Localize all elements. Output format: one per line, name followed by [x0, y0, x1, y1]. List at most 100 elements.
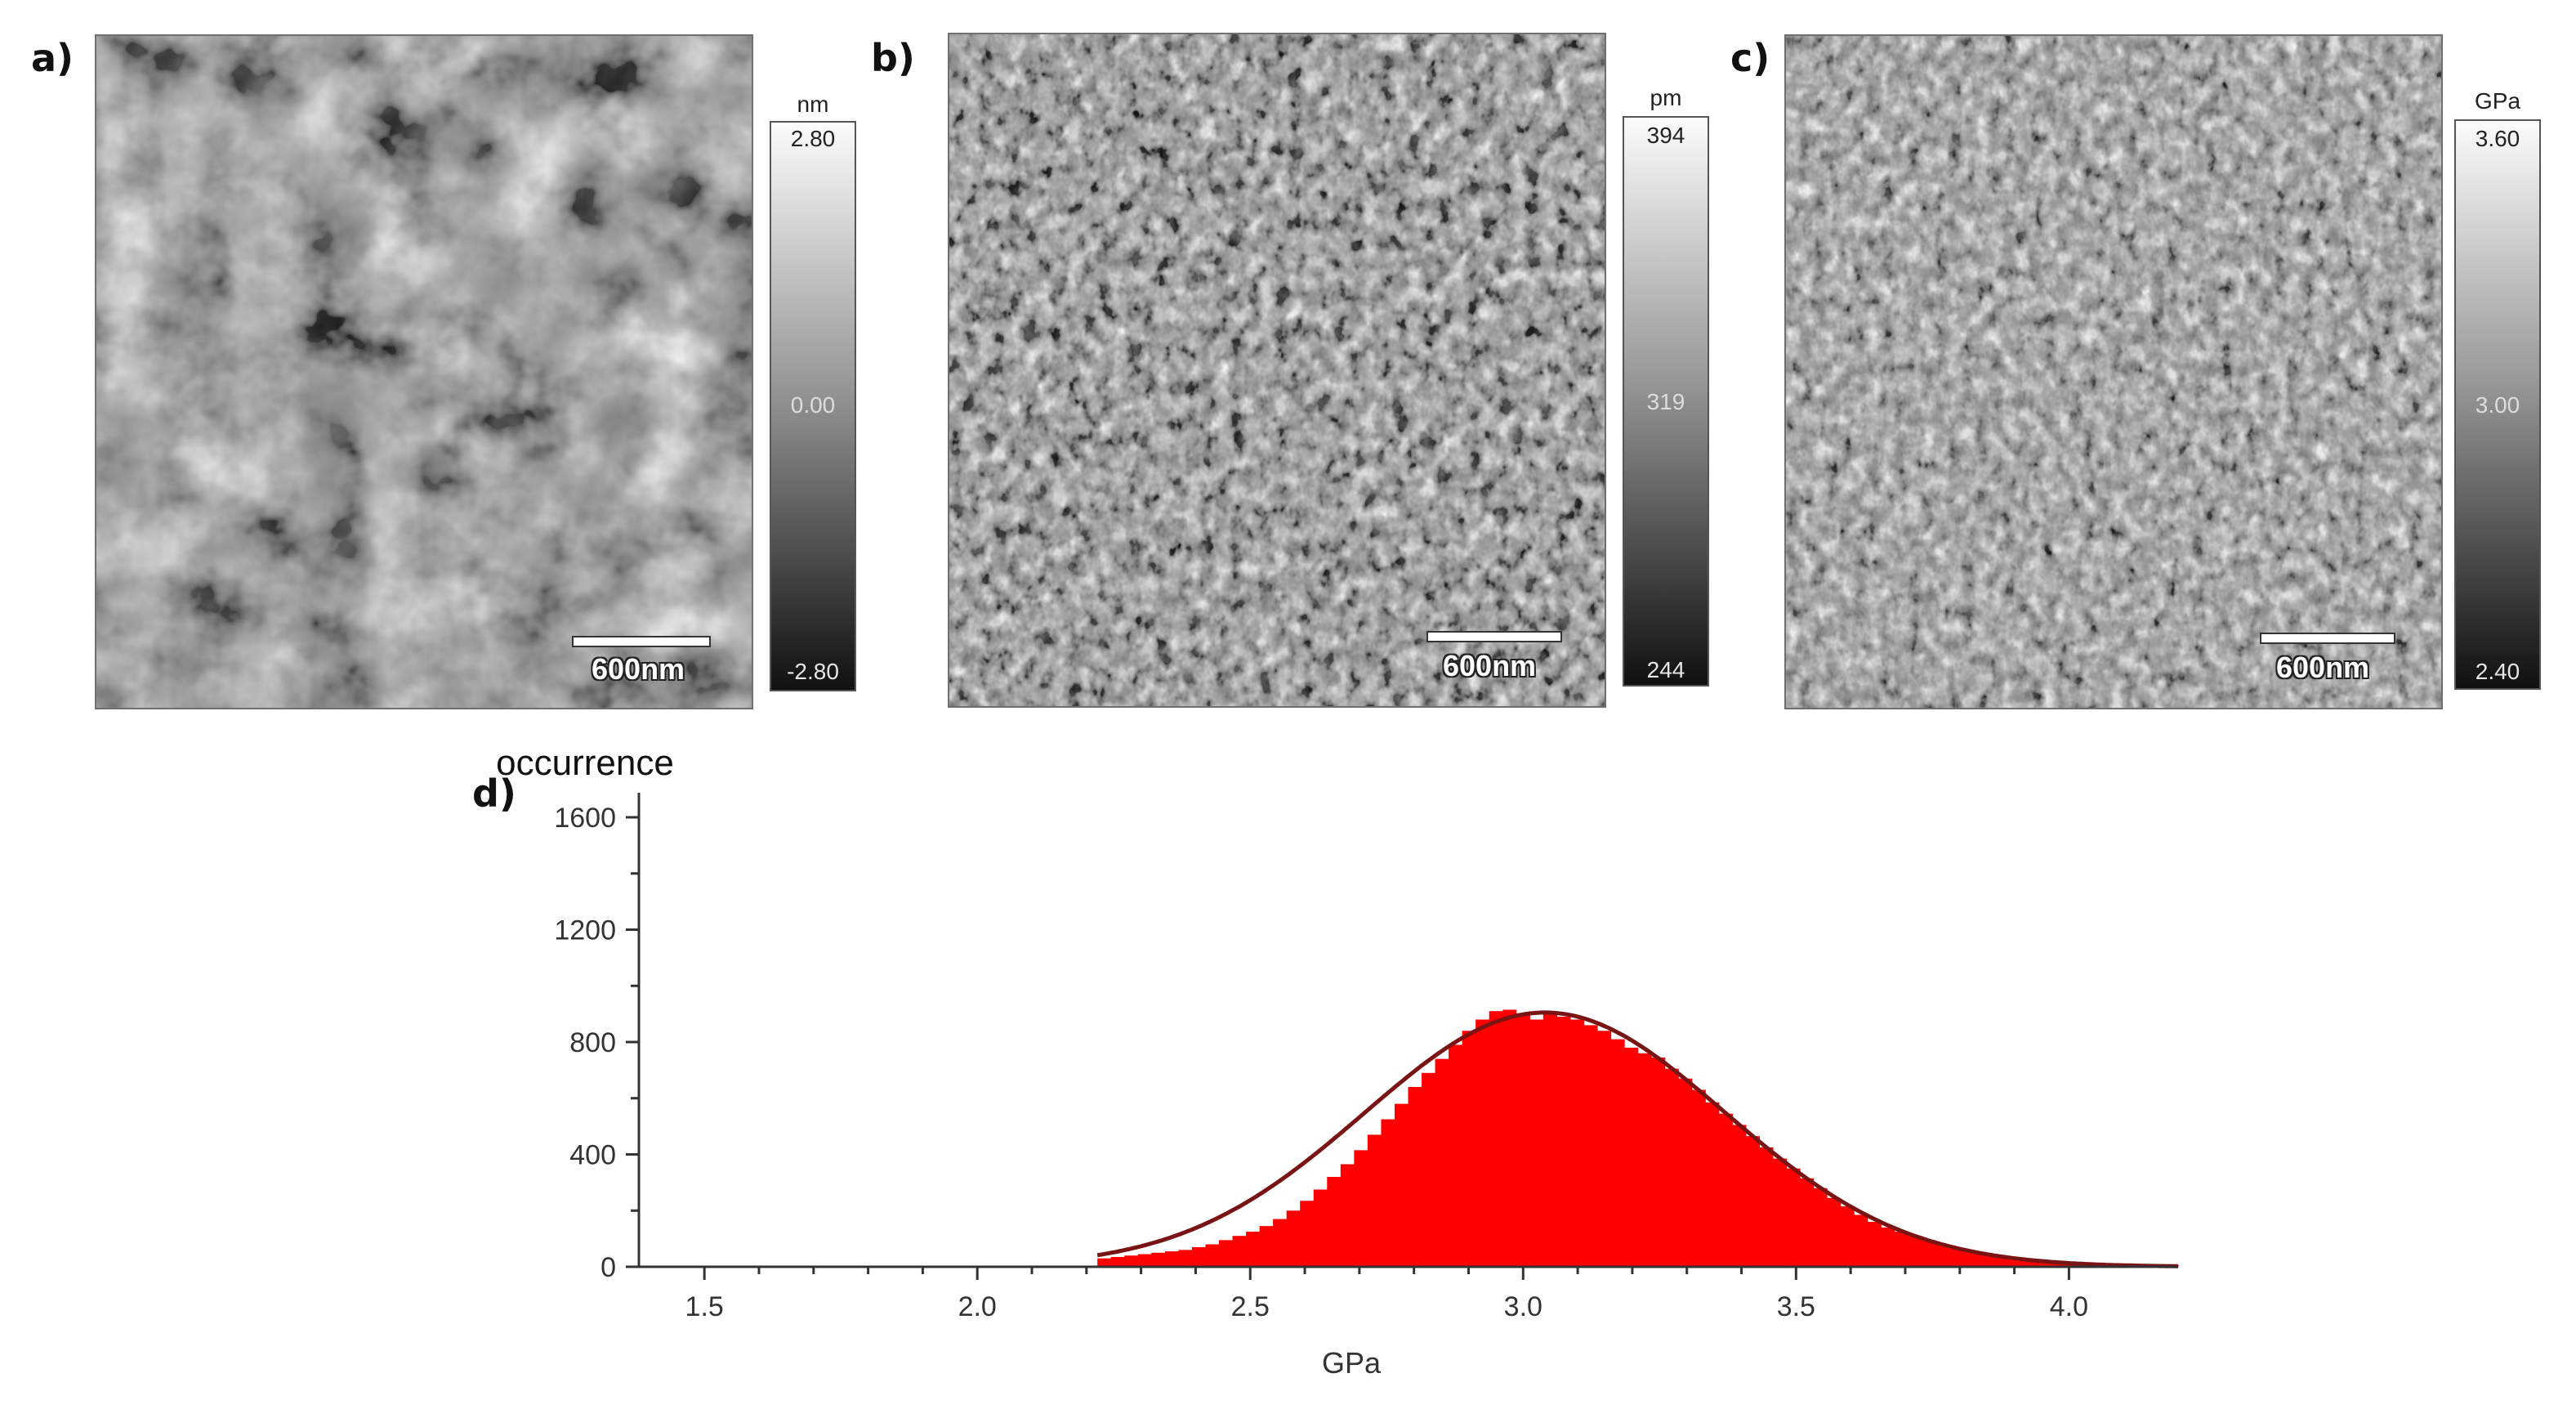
- histogram-bar: [1908, 1236, 1922, 1267]
- histogram-bar: [1664, 1068, 1679, 1267]
- colorbar-mid: 319: [1646, 389, 1685, 414]
- histogram-bar: [1354, 1150, 1368, 1267]
- histogram-bar: [1800, 1178, 1815, 1267]
- histogram-bar: [1651, 1057, 1666, 1267]
- histogram-bar: [1583, 1025, 1598, 1267]
- histogram-bar: [1408, 1087, 1422, 1267]
- histogram-bar: [1394, 1103, 1409, 1267]
- panel-label-c: c): [1730, 36, 1770, 80]
- histogram-bar: [1110, 1256, 1125, 1267]
- histogram-bar: [1867, 1222, 1882, 1267]
- gaussian-fit-curve: [1096, 1010, 2179, 1268]
- colorbar-mid: 0.00: [790, 392, 836, 418]
- histogram-bar: [1449, 1044, 1463, 1267]
- histogram-bar: [1151, 1252, 1166, 1267]
- histogram-bar: [1813, 1188, 1828, 1267]
- histogram-bar: [1137, 1254, 1152, 1267]
- histogram-bar: [1340, 1164, 1355, 1267]
- histogram-bar: [1476, 1019, 1490, 1267]
- y-tick-label: 1600: [554, 803, 616, 834]
- colorbar-unit: GPa: [2474, 88, 2521, 114]
- histogram-bar: [1556, 1017, 1571, 1267]
- scale-bar: [2260, 633, 2395, 644]
- histogram-bar: [1422, 1072, 1436, 1267]
- histogram-bar: [1097, 1258, 1112, 1267]
- histogram-bar: [1178, 1250, 1193, 1267]
- histogram-bar: [1705, 1102, 1720, 1267]
- histogram-bar: [1502, 1009, 1517, 1267]
- histogram-bar: [1124, 1255, 1139, 1267]
- scale-bar-label: 600nm: [1443, 649, 1537, 682]
- histogram-bar: [1219, 1240, 1234, 1267]
- histogram-bar: [1367, 1134, 1382, 1267]
- histogram-bar: [1732, 1125, 1747, 1267]
- panel-label-a: a): [31, 36, 74, 80]
- colorbar-mid: 3.00: [2475, 392, 2520, 418]
- histogram-bar: [1935, 1244, 1949, 1267]
- scale-bar-label: 600nm: [2276, 651, 2370, 684]
- histogram-bar: [1259, 1226, 1274, 1267]
- y-tick-label: 0: [600, 1252, 616, 1283]
- afm-amplitude-image: [948, 33, 1606, 708]
- x-tick-label: 3.0: [1504, 1291, 1542, 1322]
- histogram-bar: [1164, 1251, 1180, 1267]
- histogram-bar: [1637, 1053, 1652, 1267]
- scale-bar: [572, 636, 711, 647]
- modulus-colorbar: [2454, 119, 2541, 690]
- y-tick-label: 400: [569, 1140, 616, 1171]
- histogram-bar: [1624, 1047, 1639, 1267]
- histogram-bar: [1718, 1113, 1733, 1267]
- histogram-bar: [1610, 1039, 1625, 1267]
- histogram-bar: [1840, 1206, 1855, 1267]
- colorbar-min: 2.40: [2475, 659, 2520, 684]
- colorbar-min: -2.80: [787, 659, 839, 684]
- histogram-bar: [1569, 1019, 1585, 1267]
- histogram-bar: [2029, 1260, 2044, 1267]
- histogram-bar: [1962, 1251, 1976, 1267]
- histogram-bar: [1286, 1210, 1301, 1267]
- x-tick-label: 4.0: [2050, 1291, 2088, 1322]
- histogram-bar: [1786, 1168, 1801, 1267]
- histogram-bar: [1759, 1147, 1774, 1267]
- panel-label-d: d): [472, 772, 516, 816]
- scale-bar-label: 600nm: [592, 652, 685, 686]
- histogram-bar: [1529, 1019, 1544, 1267]
- histogram-bar: [1489, 1011, 1503, 1267]
- histogram-bar: [1975, 1254, 1990, 1267]
- x-tick-label: 2.0: [958, 1291, 997, 1322]
- scale-bar: [1426, 631, 1562, 642]
- y-tick-label: 800: [569, 1027, 616, 1058]
- histogram-bar: [1772, 1158, 1788, 1267]
- colorbar-unit: nm: [797, 92, 829, 117]
- afm-topography-image: [95, 34, 753, 709]
- amplitude-colorbar: [1623, 116, 1709, 687]
- colorbar-min: 244: [1646, 657, 1685, 682]
- x-tick-label: 2.5: [1231, 1291, 1270, 1322]
- histogram-bar: [1948, 1248, 1963, 1267]
- colorbar-max: 394: [1646, 123, 1685, 148]
- histogram-bar: [1246, 1232, 1261, 1267]
- histogram-bar: [1300, 1201, 1315, 1267]
- histogram-bar: [1989, 1255, 2003, 1267]
- histogram-bar: [1462, 1031, 1476, 1267]
- x-tick-label: 3.5: [1777, 1291, 1815, 1322]
- histogram-bar: [1327, 1177, 1342, 1267]
- histogram-bar: [1191, 1246, 1207, 1267]
- y-axis-label: occurrence: [496, 743, 674, 783]
- histogram-bar: [2002, 1258, 2017, 1267]
- histogram-bar: [1745, 1136, 1761, 1267]
- histogram-bar: [1381, 1119, 1395, 1267]
- histogram-bar: [1273, 1219, 1288, 1267]
- colorbar-unit: pm: [1650, 85, 1682, 110]
- histogram-bar: [1232, 1236, 1247, 1267]
- histogram-bar: [1691, 1089, 1706, 1267]
- modulus-histogram-chart: 0 400 800 1200 1600 1.5 2.0 2.5 3.0 3.5 4.0 occurre…: [496, 743, 2179, 1380]
- histogram-bar: [1881, 1227, 1895, 1267]
- histogram-bar: [1313, 1189, 1328, 1267]
- histogram-bar: [1596, 1031, 1612, 1267]
- histogram-bar: [1678, 1078, 1693, 1267]
- x-axis-label: GPa: [1322, 1346, 1382, 1380]
- histogram-bar: [1205, 1244, 1220, 1267]
- histogram-bar: [1854, 1214, 1868, 1267]
- histogram-bar: [2016, 1259, 2030, 1267]
